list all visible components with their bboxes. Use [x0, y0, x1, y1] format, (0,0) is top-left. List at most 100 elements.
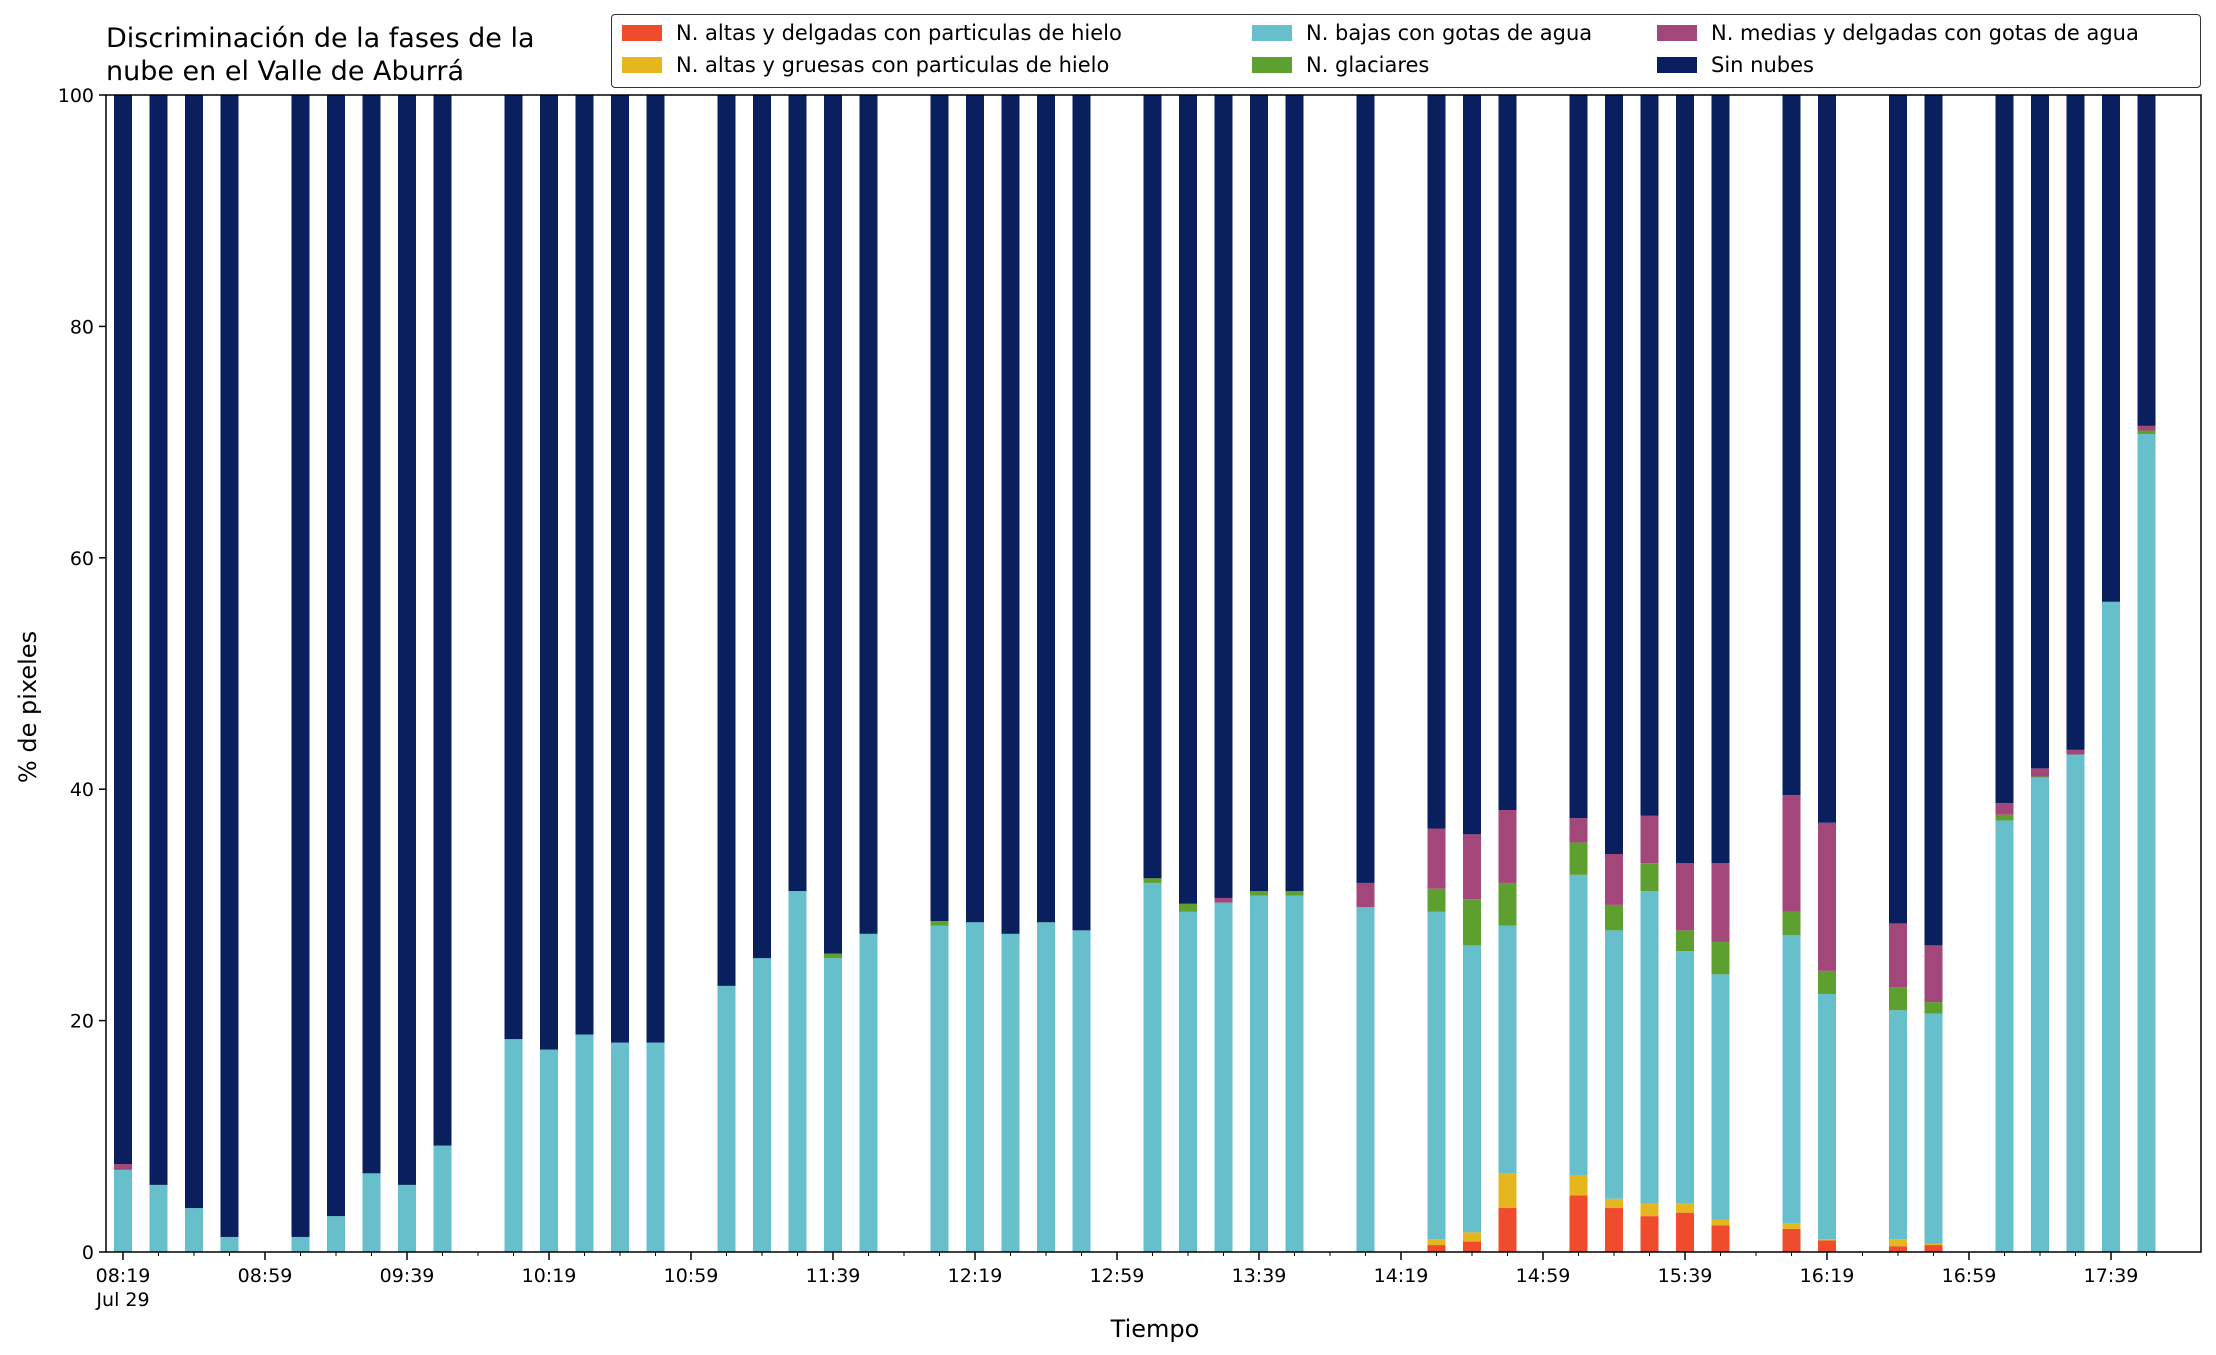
bar-segment-s2-x0	[114, 1169, 132, 1252]
bar-segment-s4-x47	[1782, 794, 1801, 912]
bar-segment-s5-x6	[327, 95, 345, 1217]
bar-segment-s5-x13	[575, 95, 594, 1035]
bar-segment-s2-x48	[1818, 993, 1836, 1240]
bar-segment-s2-x18	[753, 958, 771, 1252]
bar-segment-s2-x54	[2031, 777, 2049, 1252]
bar-segment-s3-x37	[1427, 888, 1446, 912]
bar-segment-s2-x6	[327, 1216, 345, 1252]
bar-segment-s2-x26	[1037, 922, 1055, 1252]
bar-segment-s0-x44	[1676, 1212, 1694, 1252]
bar-segment-s2-x8	[398, 1184, 416, 1252]
bar-segment-s0-x45	[1711, 1225, 1730, 1252]
bar-segment-s1-x48	[1818, 1239, 1836, 1241]
bar-segment-s1-x50	[1889, 1239, 1907, 1247]
bar-segment-s1-x39	[1498, 1173, 1517, 1209]
y-tick-label-60: 60	[70, 548, 94, 570]
bar-segment-s5-x53	[1995, 95, 2014, 804]
x-tick-label-13: 16:59	[1942, 1265, 1997, 1287]
bar-segment-s2-x5	[291, 1236, 310, 1252]
bar-segment-s3-x38	[1463, 899, 1481, 946]
bar-segment-s4-x57	[2137, 425, 2156, 431]
bar-segment-s5-x48	[1818, 95, 1836, 823]
bar-segment-s3-x42	[1605, 904, 1623, 931]
bar-segment-s5-x32	[1250, 95, 1268, 892]
bar-segment-s2-x12	[540, 1049, 558, 1252]
bar-segment-s2-x15	[646, 1042, 665, 1252]
bar-segment-s2-x55	[2066, 754, 2085, 1252]
bar-segment-s0-x39	[1498, 1208, 1517, 1252]
bar-segment-s3-x45	[1711, 941, 1730, 975]
x-tick-label-9: 14:19	[1374, 1265, 1429, 1287]
bar-segment-s2-x43	[1640, 891, 1659, 1204]
x-tick-label-8: 13:39	[1232, 1265, 1287, 1287]
bar-segment-s2-x9	[433, 1145, 452, 1252]
bar-segment-s3-x57	[2137, 430, 2156, 434]
bar-segment-s5-x0	[114, 95, 132, 1165]
bar-segment-s2-x38	[1463, 945, 1481, 1233]
bar-segment-s4-x54	[2031, 768, 2049, 777]
bar-segment-s3-x32	[1250, 891, 1268, 896]
bar-segment-s5-x24	[966, 95, 984, 923]
bar-segment-s3-x50	[1889, 987, 1907, 1011]
bar-segment-s5-x20	[824, 95, 842, 954]
bar-segment-s1-x42	[1605, 1198, 1623, 1209]
y-tick-label-40: 40	[70, 779, 94, 801]
bar-segment-s5-x18	[753, 95, 771, 959]
bar-segment-s5-x17	[717, 95, 736, 986]
legend-swatch-2	[1252, 25, 1292, 41]
bar-segment-s2-x47	[1782, 934, 1801, 1224]
bar-segment-s4-x37	[1427, 828, 1446, 889]
bar-segment-s5-x8	[398, 95, 416, 1185]
bar-segment-s1-x44	[1676, 1203, 1694, 1213]
bar-segment-s4-x31	[1214, 897, 1233, 903]
bar-segment-s5-x31	[1214, 95, 1233, 898]
bar-segment-s2-x51	[1924, 1013, 1943, 1244]
bar-segment-s2-x25	[1001, 933, 1020, 1252]
bar-segment-s5-x54	[2031, 95, 2049, 769]
bar-segment-s2-x31	[1214, 902, 1233, 1252]
bar-segment-s5-x42	[1605, 95, 1623, 854]
bar-segment-s2-x2	[185, 1208, 203, 1252]
bar-segment-s0-x50	[1889, 1246, 1907, 1252]
bar-segment-s3-x30	[1179, 903, 1197, 912]
bar-segment-s4-x41	[1569, 818, 1588, 843]
bar-segment-s5-x33	[1285, 95, 1304, 892]
bars-layer	[114, 95, 2156, 1252]
bar-segment-s5-x5	[291, 95, 310, 1237]
bar-segment-s2-x33	[1285, 895, 1304, 1252]
bar-segment-s1-x38	[1463, 1232, 1481, 1242]
chart-legend: N. altas y delgadas con particulas de hi…	[611, 14, 2201, 88]
bar-segment-s3-x20	[824, 953, 842, 959]
x-tick-label-0: 08:19	[96, 1265, 151, 1287]
bar-segment-s5-x47	[1782, 95, 1801, 795]
bar-segment-s5-x7	[362, 95, 381, 1174]
bar-segment-s3-x33	[1285, 891, 1304, 896]
bar-segment-s5-x45	[1711, 95, 1730, 864]
bar-segment-s4-x35	[1356, 882, 1375, 908]
bar-segment-s5-x25	[1001, 95, 1020, 934]
legend-item-1: N. altas y gruesas con particulas de hie…	[622, 53, 1109, 77]
x-tick-label-0-sub: Jul 29	[95, 1289, 149, 1311]
bar-segment-s0-x51	[1924, 1245, 1943, 1252]
bar-segment-s3-x29	[1143, 878, 1162, 883]
bar-segment-s2-x17	[717, 985, 736, 1252]
bar-segment-s2-x21	[859, 933, 878, 1252]
legend-label-2: N. bajas con gotas de agua	[1306, 21, 1593, 45]
legend-item-0: N. altas y delgadas con particulas de hi…	[622, 21, 1122, 45]
bar-segment-s5-x57	[2137, 95, 2156, 426]
bar-segment-s4-x53	[1995, 803, 2014, 815]
chart-title: Discriminación de la fases de la nube en…	[106, 23, 535, 87]
bar-segment-s5-x29	[1143, 95, 1162, 879]
x-tick-label-6: 12:19	[948, 1265, 1003, 1287]
legend-label-0: N. altas y delgadas con particulas de hi…	[676, 21, 1122, 45]
bar-segment-s5-x2	[185, 95, 203, 1209]
bar-segment-s5-x26	[1037, 95, 1055, 923]
bar-segment-s5-x11	[504, 95, 523, 1040]
legend-swatch-0	[622, 25, 662, 41]
bar-segment-s2-x24	[966, 922, 984, 1252]
legend-label-1: N. altas y gruesas con particulas de hie…	[676, 53, 1110, 77]
bar-segment-s3-x43	[1640, 863, 1659, 892]
legend-item-4: N. medias y delgadas con gotas de agua	[1657, 21, 2139, 45]
bar-segment-s2-x37	[1427, 911, 1446, 1240]
bar-segment-s1-x45	[1711, 1219, 1730, 1226]
